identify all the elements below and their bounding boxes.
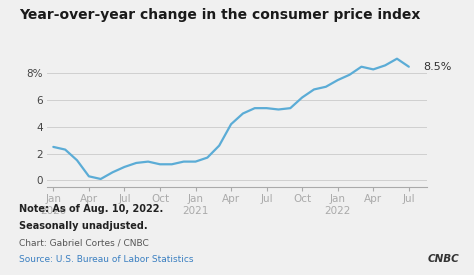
Text: Chart: Gabriel Cortes / CNBC: Chart: Gabriel Cortes / CNBC: [19, 238, 149, 247]
Text: Year-over-year change in the consumer price index: Year-over-year change in the consumer pr…: [19, 8, 420, 22]
Text: CNBC: CNBC: [428, 254, 460, 264]
Text: Source: U.S. Bureau of Labor Statistics: Source: U.S. Bureau of Labor Statistics: [19, 255, 193, 265]
Text: 8.5%: 8.5%: [423, 62, 451, 72]
Text: Note: As of Aug. 10, 2022.: Note: As of Aug. 10, 2022.: [19, 204, 163, 213]
Text: Seasonally unadjusted.: Seasonally unadjusted.: [19, 221, 147, 231]
